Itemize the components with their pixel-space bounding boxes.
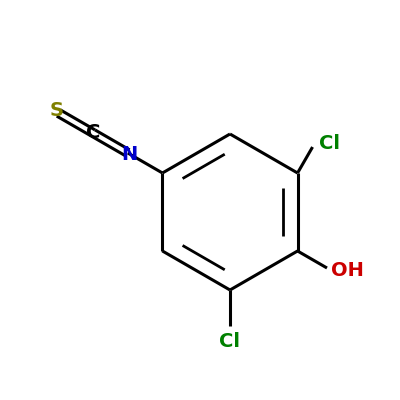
Text: OH: OH	[331, 260, 364, 280]
Text: C: C	[86, 124, 100, 142]
Text: N: N	[122, 146, 138, 164]
Text: Cl: Cl	[220, 332, 240, 351]
Text: S: S	[50, 102, 64, 120]
Text: Cl: Cl	[318, 134, 340, 152]
